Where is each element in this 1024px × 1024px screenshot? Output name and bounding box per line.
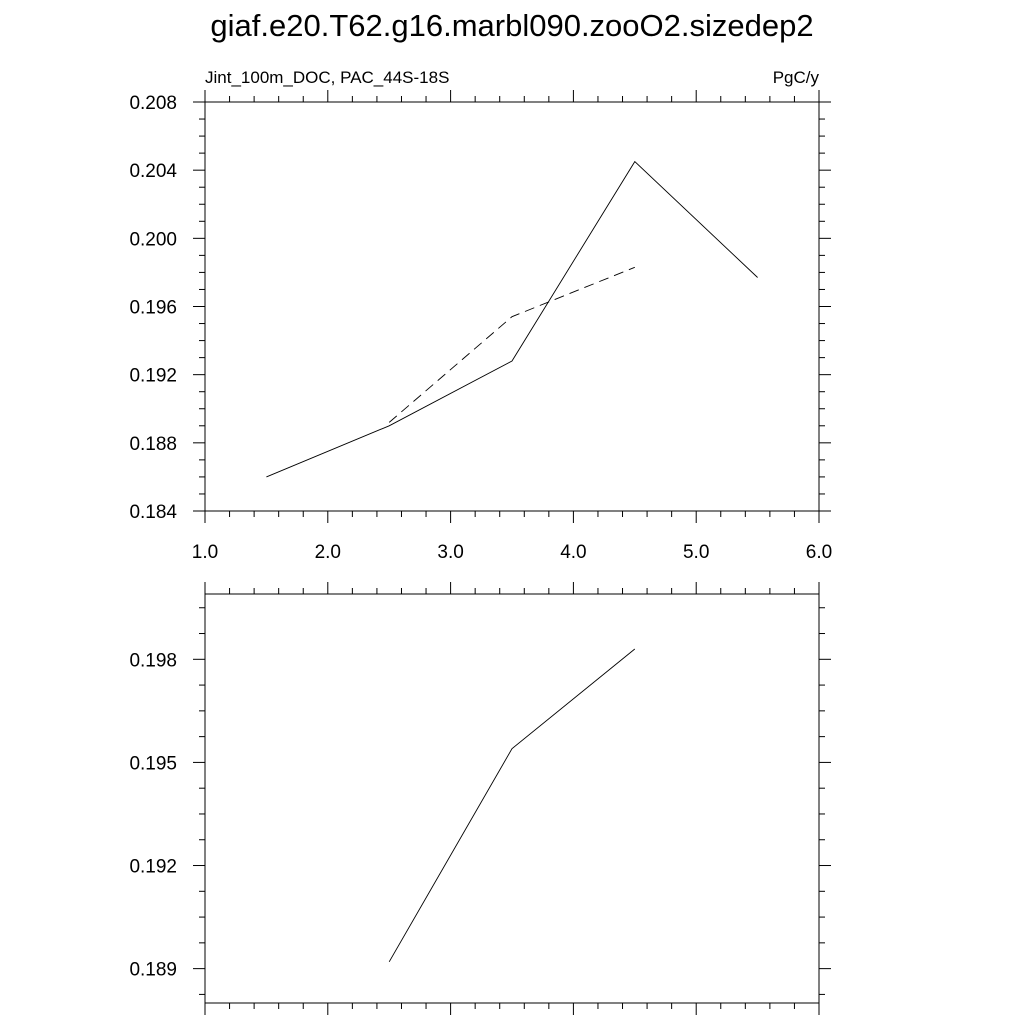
bottom-axis-ticks: 0.189 0.192 0.195 0.198 — [129, 582, 831, 1015]
top-panel: Jint_100m_DOC, PAC_44S-18S PgC/y 1.0 2.0 3… — [129, 68, 832, 563]
top-x-tick-label: 3.0 — [437, 542, 463, 563]
top-series-solid-line — [266, 160, 758, 478]
top-plot-frame — [204, 101, 820, 512]
top-x-tick-label: 5.0 — [683, 542, 709, 563]
top-x-tick-label: 1.0 — [192, 542, 218, 563]
bottom-y-tick-label: 0.192 — [129, 857, 177, 878]
bottom-y-tick-label: 0.189 — [129, 960, 177, 981]
top-y-tick-label: 0.208 — [129, 93, 177, 114]
top-x-tick-label: 6.0 — [806, 542, 832, 563]
chart-title: giaf.e20.T62.g16.marbl090.zooO2.sizedep2 — [210, 8, 814, 43]
bottom-panel: 0.189 0.192 0.195 0.198 — [129, 582, 831, 1015]
bottom-y-tick-label: 0.198 — [129, 650, 177, 671]
top-y-tick-label: 0.204 — [129, 161, 177, 182]
top-x-tick-label: 4.0 — [560, 542, 586, 563]
top-y-tick-label: 0.196 — [129, 298, 177, 319]
bottom-plot-frame — [204, 593, 820, 1004]
top-axis-ticks: 1.0 2.0 3.0 4.0 5.0 6.0 0.184 0.188 0.192 0.196 0.… — [129, 90, 832, 563]
bottom-series-solid-line — [388, 648, 636, 963]
top-variable-label: Jint_100m_DOC, PAC_44S-18S — [205, 68, 449, 87]
bottom-series-lines — [388, 648, 636, 963]
top-y-tick-label: 0.188 — [129, 434, 177, 455]
top-y-tick-label: 0.184 — [129, 502, 177, 523]
top-x-tick-label: 2.0 — [315, 542, 341, 563]
top-series-lines — [266, 160, 758, 478]
top-series-dashed-line — [388, 266, 635, 423]
top-y-tick-label: 0.192 — [129, 366, 177, 387]
top-y-tick-label: 0.200 — [129, 229, 177, 250]
bottom-y-tick-label: 0.195 — [129, 753, 177, 774]
top-units-label: PgC/y — [773, 68, 820, 87]
